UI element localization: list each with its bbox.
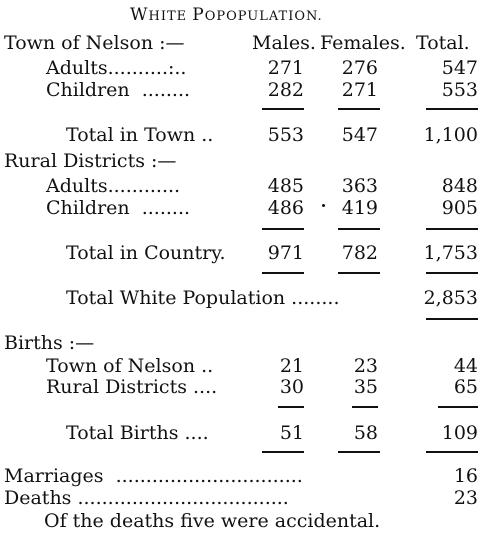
town-heading: Town of Nelson :— [4,32,185,54]
town-adults-total: 547 [441,57,478,79]
births-rule-total [438,406,478,408]
white-total-rule [426,318,478,320]
births-rural-males: 30 [279,376,304,398]
deaths-value: 23 [453,487,478,509]
title-part-2: OPOPULATION. [204,9,323,24]
rural-total-females: 782 [341,242,378,264]
rural-total-label: Total in Country. [66,242,226,264]
rural-children-females: 419 [341,197,378,219]
town-total-label: Total in Town .. [66,124,214,146]
deaths-label: Deaths .................................… [4,487,289,509]
rural-adults-total: 848 [441,175,478,197]
births-rural-label: Rural Districts .... [46,376,218,398]
rural-total-rule-females [338,272,380,274]
rural-total-total: 1,753 [423,242,478,264]
rural-total-males: 971 [267,242,304,264]
births-total-rule-females [338,451,380,453]
births-total-label: Total Births .... [66,422,209,444]
births-rural-total: 65 [453,376,478,398]
births-rural-females: 35 [353,376,378,398]
town-total-females: 547 [341,124,378,146]
town-children-females: 271 [341,79,378,101]
births-town-males: 21 [279,355,304,377]
town-children-total: 553 [441,79,478,101]
births-total-rule-males [262,451,304,453]
births-rule-females [352,406,378,408]
town-rule-total [426,108,478,110]
rural-rule-total [426,228,478,230]
town-total-total: 1,100 [423,124,478,146]
births-total-rule-total [426,451,478,453]
town-total-males: 553 [267,124,304,146]
town-children-males: 282 [267,79,304,101]
deaths-note: Of the deaths five were accidental. [44,510,381,532]
title-initial-2: P [192,5,205,25]
title-initial: W [130,5,149,25]
marriages-label: Marriages ..............................… [4,465,303,487]
rural-adults-males: 485 [267,175,304,197]
births-town-total: 44 [453,355,478,377]
ink-speck [322,204,325,207]
births-total-males: 51 [279,422,304,444]
town-adults-label: Adults..........:.. [46,57,187,79]
town-children-label: Children ........ [46,79,191,101]
rural-children-label: Children ........ [46,197,191,219]
rural-children-total: 905 [441,197,478,219]
rural-adults-females: 363 [341,175,378,197]
births-total-total: 109 [441,422,478,444]
town-adults-females: 276 [341,57,378,79]
births-town-females: 23 [353,355,378,377]
females-column-header: Females. [320,32,406,54]
town-rule-males [262,108,304,110]
total-column-header: Total. [416,32,470,54]
rural-rule-males [262,228,304,230]
rural-total-rule-males [262,272,304,274]
town-adults-males: 271 [267,57,304,79]
rural-children-males: 486 [267,197,304,219]
births-total-females: 58 [353,422,378,444]
rural-heading: Rural Districts :— [4,150,177,172]
town-rule-females [338,108,380,110]
rural-total-rule-total [426,272,478,274]
births-heading: Births :— [4,332,95,354]
white-total-label: Total White Population ........ [66,287,340,309]
marriages-value: 16 [453,465,478,487]
title-part-1: HITE [148,9,193,24]
males-column-header: Males. [252,32,316,54]
births-rule-males [278,406,304,408]
white-total-value: 2,853 [423,287,478,309]
rural-rule-females [338,228,380,230]
births-town-label: Town of Nelson .. [46,355,214,377]
rural-adults-label: Adults............ [46,175,181,197]
table-title: WHITE POPOPULATION. [130,4,323,28]
